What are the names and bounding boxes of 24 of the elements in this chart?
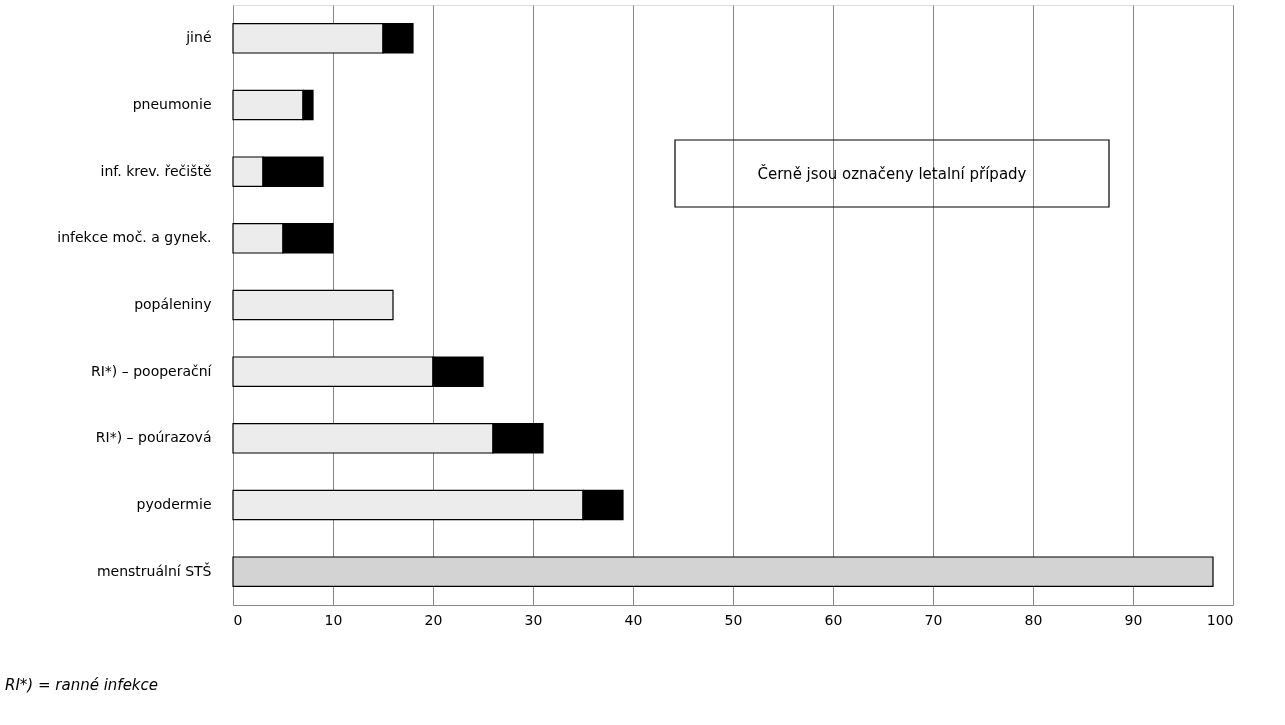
annotation: Černě jsou označeny letalní případy: [757, 163, 1027, 183]
bar: [232, 289, 394, 321]
y-tick-label: infekce moč. a gynek.: [57, 229, 212, 246]
x-tick-label: 20: [424, 611, 443, 628]
x-tick-label: 70: [924, 611, 943, 628]
x-tick-label: 80: [1024, 611, 1043, 628]
y-tick-label: inf. krev. řečiště: [100, 162, 212, 179]
x-tick-label: 60: [824, 611, 843, 628]
x-tick-label: 100: [1206, 611, 1234, 628]
text: RI*) = ranné infekce: [5, 676, 159, 694]
y-tick-label: pneumonie: [132, 96, 212, 112]
x-tick-label: 30: [524, 611, 543, 628]
x-tick-label: 40: [624, 611, 643, 628]
y-tick-label: popáleniny: [134, 296, 212, 312]
y-tick-label: RI*) – poúrazová: [95, 429, 212, 446]
x-tick-label: 90: [1124, 611, 1143, 628]
y-tick-label: RI*) – pooperační: [90, 362, 213, 379]
y-tick-label: menstruální STŠ: [96, 561, 212, 579]
y-tick-label: pyodermie: [136, 496, 212, 512]
x-tick-label: 50: [724, 611, 743, 628]
x-tick-label: 10: [324, 611, 343, 628]
x-tick-label: 0: [233, 611, 243, 628]
bar: [232, 556, 1214, 587]
y-tick-label: jiné: [185, 29, 212, 46]
